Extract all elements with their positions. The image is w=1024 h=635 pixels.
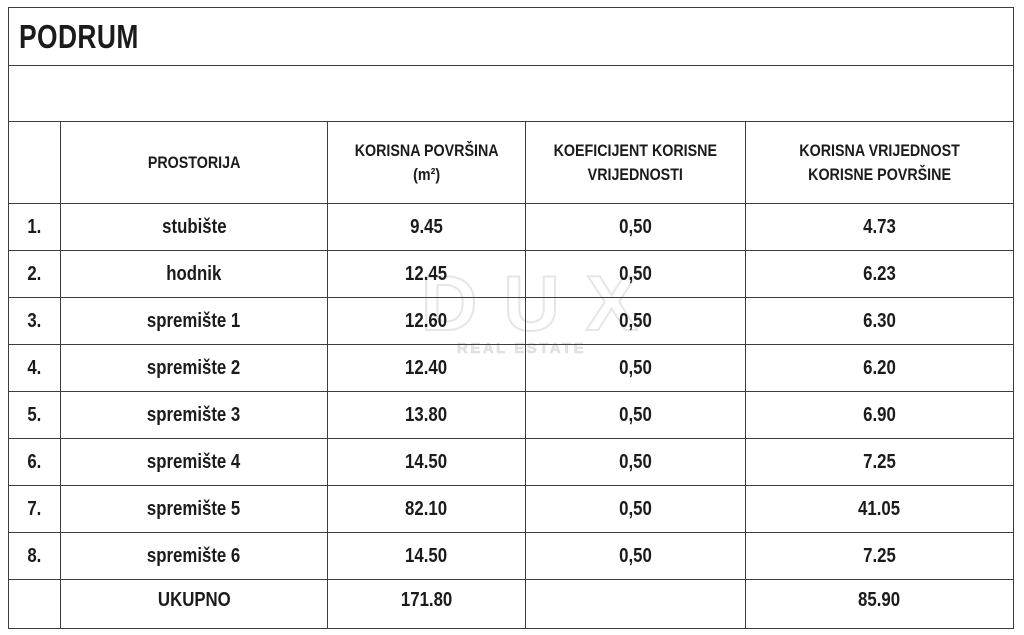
row-number-cell: 2.	[8, 250, 61, 298]
table-row: 2. hodnik 12.45 0,50 6.23	[8, 250, 1015, 298]
table-row: 4. spremište 2 12.40 0,50 6.20	[8, 344, 1015, 392]
room-name-cell: spremište 2	[60, 344, 328, 392]
room-name-cell: spremište 6	[60, 532, 328, 580]
row-number-cell: 5.	[8, 391, 61, 439]
row-number-cell: 6.	[8, 438, 61, 486]
header-num-cell	[8, 121, 61, 204]
value-cell: 7.25	[744, 438, 1015, 486]
table-row: 3. spremište 1 12.60 0,50 6.30	[8, 297, 1015, 345]
value-cell: 7.25	[744, 532, 1015, 580]
row-number-cell: 1.	[8, 203, 61, 251]
table-row: 5. spremište 3 13.80 0,50 6.90	[8, 391, 1015, 439]
coefficient-cell: 0,50	[525, 532, 746, 580]
coefficient-cell: 0,50	[525, 438, 746, 486]
total-num-cell	[8, 579, 61, 629]
coefficient-cell: 0,50	[525, 344, 746, 392]
area-cell: 14.50	[327, 532, 526, 580]
value-cell: 4.73	[744, 203, 1015, 251]
row-number-cell: 8.	[8, 532, 61, 580]
total-coefficient-cell	[525, 579, 746, 629]
table-title-row: PODRUM	[7, 7, 1015, 66]
room-name-cell: spremište 1	[60, 297, 328, 345]
spacer-cell	[7, 65, 1015, 122]
spacer-row	[7, 65, 1015, 122]
room-name-cell: spremište 5	[60, 485, 328, 533]
room-name-cell: hodnik	[60, 250, 328, 298]
row-number-cell: 4.	[8, 344, 61, 392]
value-cell: 6.90	[744, 391, 1015, 439]
area-cell: 82.10	[327, 485, 526, 533]
coefficient-cell: 0,50	[525, 203, 746, 251]
row-number-cell: 7.	[8, 485, 61, 533]
area-cell: 13.80	[327, 391, 526, 439]
total-label: UKUPNO	[60, 579, 328, 629]
header-korisna-povrsina: KORISNA POVRŠINA (m²)	[327, 121, 526, 204]
area-cell: 12.60	[327, 297, 526, 345]
room-name-cell: stubište	[60, 203, 328, 251]
area-cell: 14.50	[327, 438, 526, 486]
room-name-cell: spremište 3	[60, 391, 328, 439]
value-cell: 6.30	[744, 297, 1015, 345]
header-koeficijent: KOEFICIJENT KORISNE VRIJEDNOSTI	[525, 121, 746, 204]
page-title: PODRUM	[7, 7, 1015, 66]
table-row: 6. spremište 4 14.50 0,50 7.25	[8, 438, 1015, 486]
value-cell: 6.20	[744, 344, 1015, 392]
row-number-cell: 3.	[8, 297, 61, 345]
coefficient-cell: 0,50	[525, 297, 746, 345]
total-value-cell: 85.90	[744, 579, 1015, 629]
header-prostorija: PROSTORIJA	[60, 121, 328, 204]
table-row: 1. stubište 9.45 0,50 4.73	[8, 203, 1015, 251]
coefficient-cell: 0,50	[525, 485, 746, 533]
value-cell: 6.23	[744, 250, 1015, 298]
area-cell: 12.45	[327, 250, 526, 298]
area-cell: 9.45	[327, 203, 526, 251]
value-cell: 41.05	[744, 485, 1015, 533]
table-row: 7. spremište 5 82.10 0,50 41.05	[8, 485, 1015, 533]
podrum-area-table: PODRUM PROSTORIJA KORISNA POVRŠINA (m²) …	[7, 7, 1015, 629]
table-row: 8. spremište 6 14.50 0,50 7.25	[8, 532, 1015, 580]
header-korisna-vrijednost: KORISNA VRIJEDNOST KORISNE POVRŠINE	[744, 121, 1015, 204]
total-area-cell: 171.80	[327, 579, 526, 629]
room-name-cell: spremište 4	[60, 438, 328, 486]
area-cell: 12.40	[327, 344, 526, 392]
table-total-row: UKUPNO 171.80 85.90	[8, 579, 1015, 629]
coefficient-cell: 0,50	[525, 250, 746, 298]
coefficient-cell: 0,50	[525, 391, 746, 439]
table-header-row: PROSTORIJA KORISNA POVRŠINA (m²) KOEFICI…	[8, 121, 1015, 204]
